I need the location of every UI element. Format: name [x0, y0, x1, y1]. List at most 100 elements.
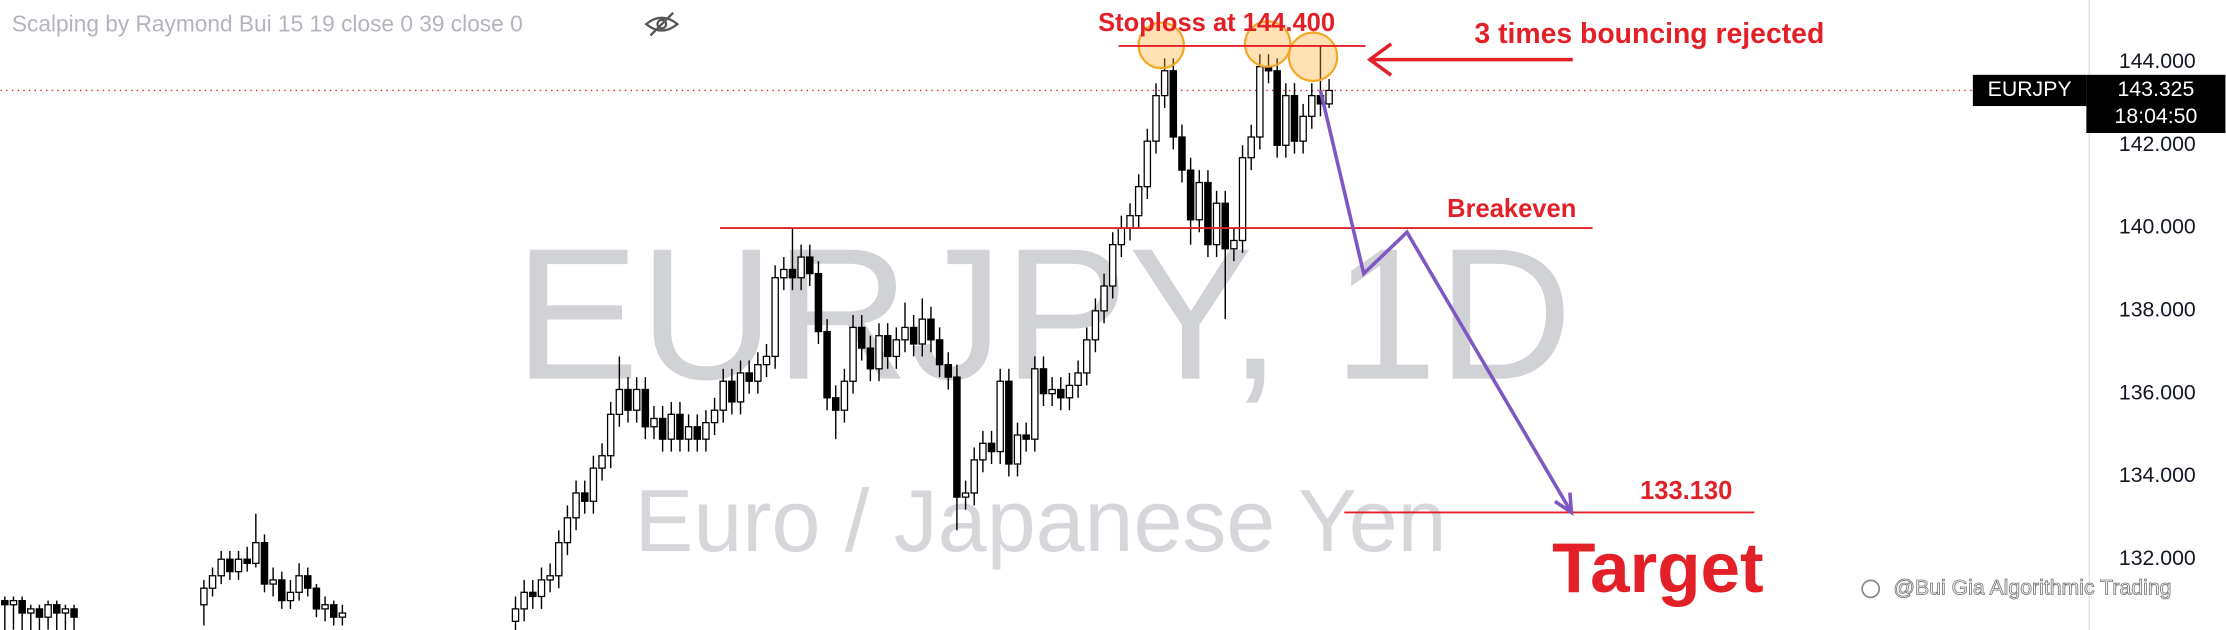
candle-body	[1143, 140, 1152, 188]
candle-body	[1022, 434, 1030, 440]
candle-body	[909, 326, 918, 345]
candle-body	[338, 612, 347, 618]
candle-body	[866, 347, 875, 370]
target-caption: Target	[1552, 529, 1764, 608]
candle-body	[1212, 202, 1221, 246]
candle-body	[762, 355, 771, 366]
candle-body	[745, 372, 753, 382]
footer-icon	[1861, 579, 1881, 599]
projection-arrowhead	[1553, 492, 1574, 516]
candle-body	[1308, 94, 1316, 117]
candle-body	[1195, 181, 1204, 221]
candle-body	[953, 376, 961, 498]
symbol-tag-text: EURJPY	[1988, 77, 2072, 101]
candle-body	[927, 318, 935, 341]
highlight-circle	[1287, 31, 1339, 82]
candle-body	[935, 339, 944, 366]
candle-body	[511, 608, 520, 622]
hide-icon[interactable]	[644, 11, 680, 37]
candle-body	[667, 413, 676, 440]
candle-body	[580, 492, 589, 502]
candle-body	[1325, 89, 1333, 105]
watermark-name: Euro / Japanese Yen	[635, 471, 1447, 570]
candle-body	[658, 417, 667, 440]
candle-body	[18, 599, 26, 614]
candle-body	[840, 380, 849, 411]
candle-body	[1221, 202, 1229, 250]
candle-body	[979, 442, 987, 461]
candle-body	[329, 604, 338, 618]
candle-body	[676, 413, 684, 440]
candle-body	[797, 256, 805, 279]
candle-body	[1065, 384, 1074, 399]
candle-body	[269, 579, 277, 585]
candle-body	[1082, 339, 1091, 374]
indicator-title: Scalping by Raymond Bui 15 19 close 0 39…	[12, 11, 523, 37]
candle-body	[598, 455, 606, 469]
candle-body	[546, 575, 554, 581]
candle-body	[1091, 310, 1100, 341]
candle-body	[780, 268, 788, 279]
candle-body	[684, 426, 693, 440]
candle-body	[831, 397, 840, 411]
y-tick-label: 142.000	[2119, 132, 2196, 156]
y-tick-label: 134.000	[2119, 463, 2196, 487]
candle-body	[312, 587, 321, 610]
candle-body	[200, 587, 208, 606]
candle-body	[208, 575, 217, 589]
candle-body	[996, 380, 1004, 453]
candle-body	[520, 591, 528, 610]
candle-body	[1160, 70, 1169, 97]
candle-body	[1134, 186, 1143, 217]
candle-body	[1178, 136, 1186, 171]
candle-body	[1117, 227, 1126, 246]
candle-body	[771, 277, 779, 358]
candle-body	[606, 413, 615, 457]
candle-body	[901, 326, 909, 341]
symbol-tag	[1972, 74, 2087, 107]
y-tick-label: 138.000	[2119, 297, 2196, 321]
eye-pupil	[656, 18, 668, 30]
candle-body	[529, 591, 537, 598]
candle-body	[857, 326, 866, 349]
candle-body	[589, 467, 598, 502]
candle-body	[944, 364, 953, 378]
price-tag-countdown: 18:04:50	[2115, 104, 2198, 128]
candle-body	[615, 388, 624, 415]
candle-body	[1031, 368, 1039, 440]
candle-body	[1299, 115, 1307, 142]
candle-body	[1074, 372, 1082, 387]
candle-body	[537, 579, 546, 598]
candle-body	[1100, 285, 1108, 312]
candle-body	[624, 388, 632, 411]
candle-body	[693, 426, 702, 440]
candle-body	[736, 372, 745, 403]
candle-body	[814, 272, 823, 333]
candle-body	[217, 558, 225, 577]
highlight-circle	[1243, 20, 1292, 68]
candle-body	[650, 417, 658, 428]
candle-body	[754, 364, 762, 382]
candle-body	[1039, 368, 1048, 395]
rejection-note: 3 times bouncing rejected	[1474, 18, 1824, 50]
candle-body	[243, 558, 251, 564]
candle-body	[1126, 215, 1134, 229]
y-tick-label: 136.000	[2119, 380, 2196, 404]
candle-body	[883, 335, 892, 358]
candle-body	[970, 459, 978, 494]
projection-path	[1318, 90, 1573, 514]
y-tick-label: 140.000	[2119, 215, 2196, 239]
candle-body	[1108, 243, 1117, 287]
price-tag	[2086, 74, 2226, 134]
candle-body	[1282, 94, 1290, 146]
candle-body	[304, 575, 312, 589]
candle-body	[555, 542, 563, 577]
candle-body	[987, 442, 996, 453]
candle-body	[1057, 388, 1065, 399]
rejection-arrow	[1366, 42, 1573, 77]
candle-body	[702, 421, 710, 440]
candle-body	[1204, 181, 1212, 246]
candle-body	[892, 339, 901, 358]
target-price-label: 133.130	[1640, 477, 1732, 505]
